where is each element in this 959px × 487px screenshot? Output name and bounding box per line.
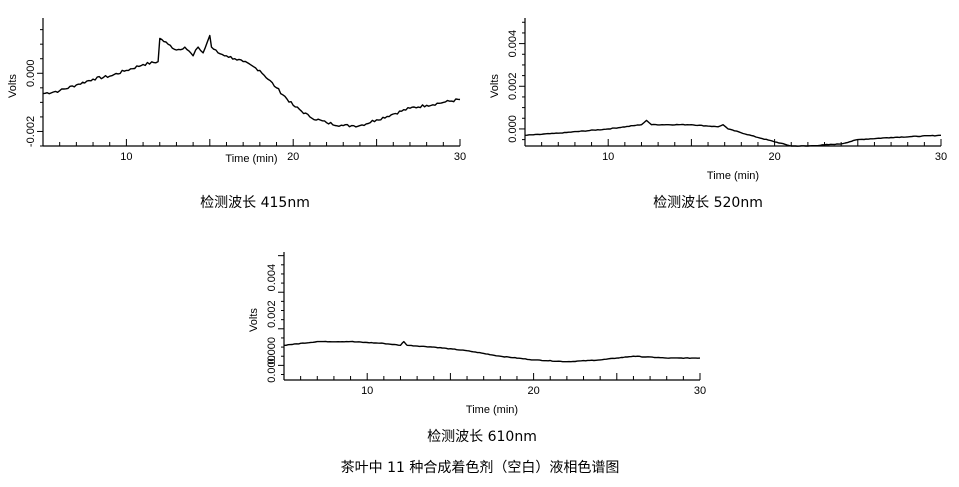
x-tick-label: 10 <box>120 151 132 163</box>
y-axis-title: Volts <box>489 74 501 98</box>
x-axis-title: Time (min) <box>466 404 518 416</box>
panel-caption-520nm: 检测波长 520nm <box>653 195 763 211</box>
x-axis-title: Time (min) <box>707 170 759 182</box>
y-tick-label: 0.000 <box>266 337 278 365</box>
x-tick-label: 30 <box>935 151 947 163</box>
x-tick-label: 20 <box>527 385 539 397</box>
y-axis-title: Volts <box>7 74 19 98</box>
x-axis-title: Time (min) <box>225 153 277 165</box>
figure-caption: 茶叶中 11 种合成着色剂（空白）液相色谱图 <box>341 459 620 476</box>
x-tick-label: 30 <box>454 151 466 163</box>
y-axis-title: Volts <box>248 308 260 332</box>
chromatogram-trace <box>42 34 461 128</box>
chromatogram-trace <box>284 340 701 363</box>
y-tick-label: -0.002 <box>25 116 37 147</box>
y-tick-label: 0.004 <box>507 30 519 58</box>
x-tick-label: 10 <box>602 151 614 163</box>
y-tick-label: 0.000 <box>266 355 278 383</box>
y-tick-label: 0.000 <box>507 115 519 143</box>
y-tick-label: 0.002 <box>266 300 278 328</box>
panel-415nm: 10 20 30 Time (min) -0.002 0.000 Volts <box>7 18 466 165</box>
chromatogram-trace <box>524 119 941 147</box>
x-tick-label: 10 <box>361 385 373 397</box>
x-tick-label: 20 <box>287 151 299 163</box>
x-tick-label: 20 <box>768 151 780 163</box>
panel-520nm: 10 20 30 Time (min) 0.000 0.002 0.004 Volts <box>489 18 947 182</box>
y-tick-label: 0.002 <box>507 73 519 101</box>
y-tick-label: 0.000 <box>25 60 37 88</box>
panel-caption-415nm: 检测波长 415nm <box>200 195 310 211</box>
x-tick-label: 30 <box>694 385 706 397</box>
y-tick-label: 0.004 <box>266 264 278 292</box>
panel-caption-610nm: 检测波长 610nm <box>427 429 537 445</box>
